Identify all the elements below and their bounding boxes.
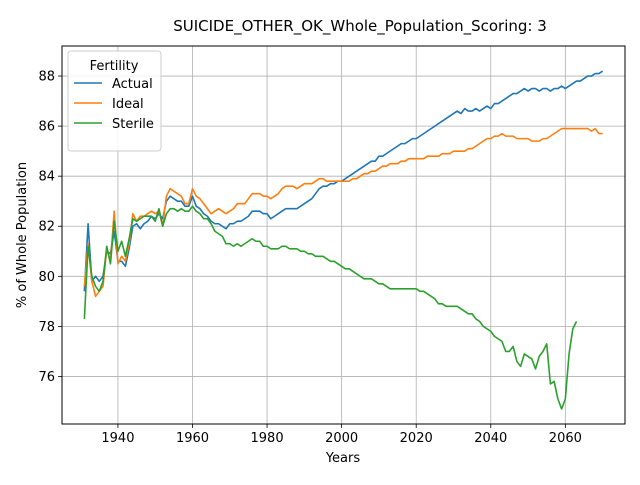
series-line-sterile [83,205,578,410]
x-axis-label: Years [325,451,361,466]
legend-title: Fertility [90,59,139,74]
plot-frame [61,45,626,425]
y-axis-label: % of Whole Population [15,162,30,308]
y-axis-ticks: 76 78 80 82 84 86 88 [38,70,62,385]
y-tick-label: 82 [38,220,55,235]
x-tick-label: 2040 [474,431,507,446]
series-line-actual [83,70,604,292]
y-tick-label: 78 [38,320,55,335]
x-tick-label: 1980 [251,431,284,446]
x-axis-ticks: 1940 1960 1980 2000 2020 2040 2060 [101,424,582,446]
x-tick-label: 2000 [325,431,358,446]
x-tick-label: 1940 [101,431,134,446]
y-tick-label: 80 [38,270,55,285]
y-tick-label: 86 [38,120,55,135]
y-tick-label: 84 [38,170,55,185]
y-tick-label: 88 [38,70,55,85]
series-lines [83,70,604,410]
chart-title: SUICIDE_OTHER_OK_Whole_Population_Scorin… [173,17,547,36]
legend-box [67,50,162,152]
y-tick-label: 76 [38,370,55,385]
series-line-ideal [83,127,603,298]
legend-label-ideal: Ideal [112,97,144,112]
x-tick-label: 2020 [400,431,433,446]
x-tick-label: 1960 [176,431,209,446]
x-tick-label: 2060 [549,431,582,446]
legend-label-actual: Actual [112,77,153,92]
legend: Fertility Actual Ideal Sterile [67,50,162,152]
legend-label-sterile: Sterile [112,117,154,132]
